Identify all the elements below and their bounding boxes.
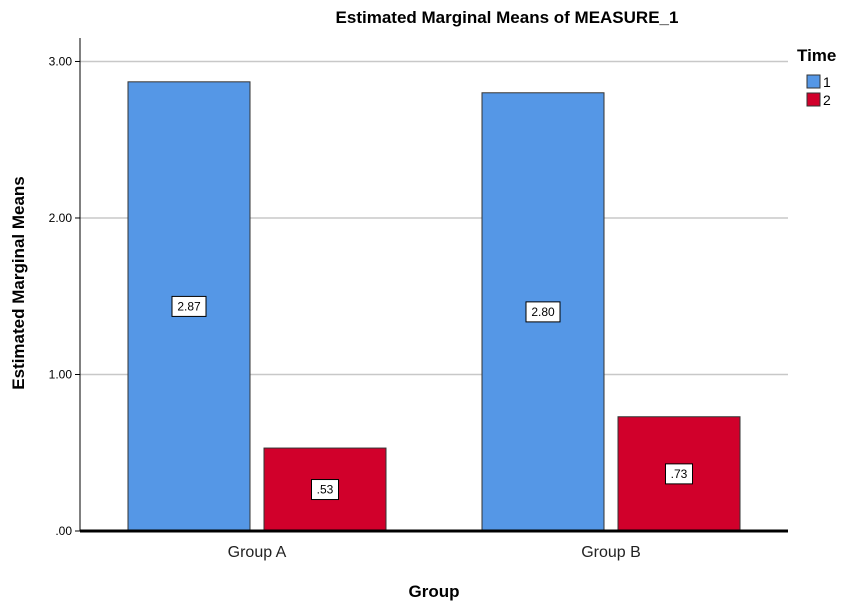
legend-swatch <box>806 74 821 89</box>
data-label-box <box>171 295 207 317</box>
y-tick-label: 3.00 <box>49 54 73 68</box>
x-tick-label: Group B <box>581 544 641 561</box>
legend-title: Time <box>797 46 836 65</box>
legend-label: 1 <box>823 74 831 90</box>
x-axis-title: Group <box>409 582 460 601</box>
data-label-box <box>665 463 693 485</box>
data-label: 2.80 <box>531 305 555 319</box>
axes: .00 1.00 2.00 3.00 Group A Group B <box>49 38 788 561</box>
data-label-box <box>311 479 339 501</box>
data-label: .53 <box>317 483 334 497</box>
data-label: 2.87 <box>177 299 201 313</box>
data-labels: 2.87 .53 2.80 .73 <box>171 295 693 501</box>
legend-label: 2 <box>823 92 831 108</box>
legend-swatch <box>806 92 821 107</box>
data-label: .73 <box>671 467 688 481</box>
y-tick-label: 1.00 <box>49 367 73 381</box>
bars <box>127 81 741 532</box>
y-tick-label: 2.00 <box>49 211 73 225</box>
y-axis-title: Estimated Marginal Means <box>9 176 28 390</box>
data-label-box <box>525 301 561 323</box>
legend: Time 1 2 <box>797 46 836 108</box>
y-tick-label: .00 <box>55 524 72 538</box>
chart-title: Estimated Marginal Means of MEASURE_1 <box>336 8 679 27</box>
x-tick-label: Group A <box>228 544 287 561</box>
